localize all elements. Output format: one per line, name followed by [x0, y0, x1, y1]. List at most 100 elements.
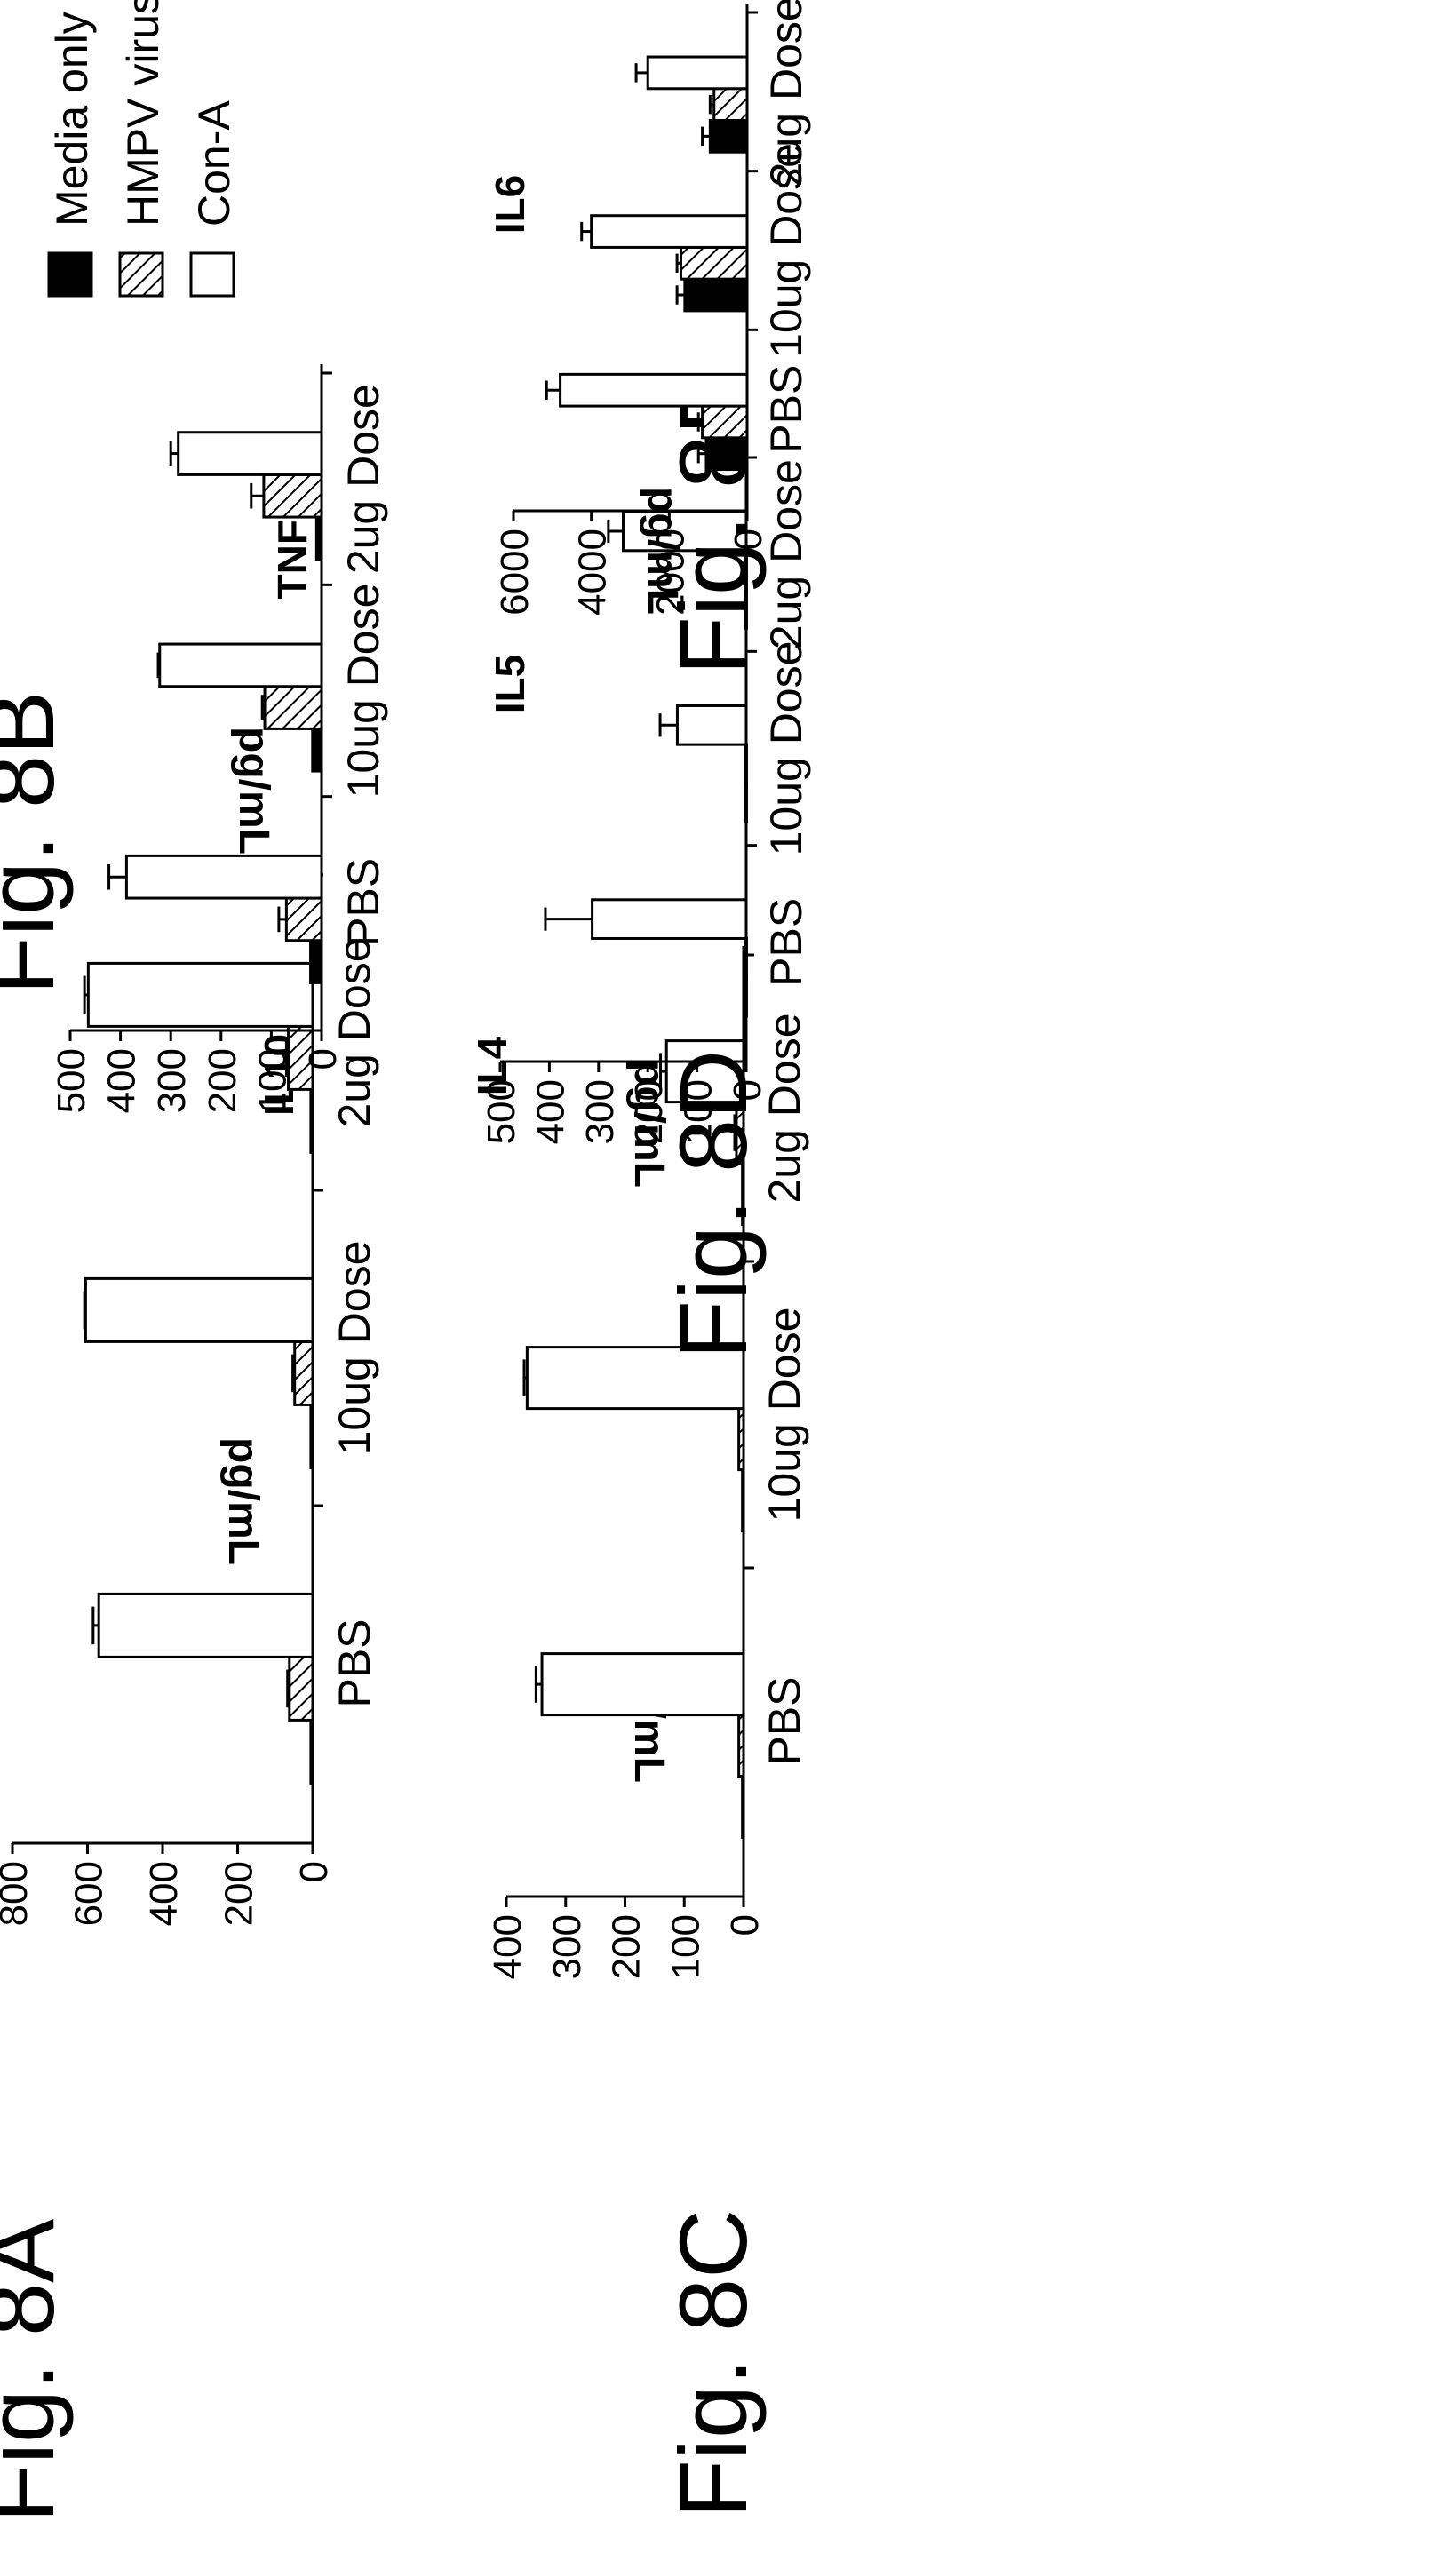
bar-media-only — [744, 782, 748, 823]
category-label: PBS — [761, 898, 811, 987]
legend-swatch — [118, 251, 164, 298]
bar-hmpv-virus — [284, 896, 323, 942]
chart-title: IL4 — [469, 1036, 515, 1095]
bar-media-only — [309, 1087, 314, 1154]
bar-media-only — [309, 939, 323, 984]
bar-media-only — [704, 436, 749, 472]
bar-con-a — [86, 961, 314, 1028]
bar-media-only — [741, 1775, 745, 1840]
category-label: PBS — [761, 365, 811, 454]
value-tick-label: 100 — [251, 1048, 294, 1113]
bar-con-a — [177, 431, 323, 476]
y-axis-label: pg/mL — [219, 1437, 267, 1565]
category-label: 10ug Dose — [761, 143, 811, 358]
bar-media-only — [744, 975, 748, 1018]
bar-hmpv-virus — [744, 743, 748, 785]
value-tick-label: 0 — [723, 1914, 767, 1936]
value-tick-label: 500 — [480, 1079, 523, 1144]
bar-con-a — [559, 372, 749, 408]
legend-swatch — [47, 251, 93, 298]
category-label: 2ug Dose — [761, 0, 811, 187]
category-label: 10ug Dose — [761, 641, 811, 856]
legend: Media only HMPV virus Con-A — [47, 0, 239, 298]
bar-con-a — [646, 55, 749, 91]
bar-hmpv-virus — [293, 1340, 314, 1406]
value-tick-label: 400 — [142, 1861, 186, 1926]
category-label: 10ug Dose — [338, 584, 388, 799]
value-tick-label: 2000 — [648, 529, 692, 616]
bar-media-only — [309, 1403, 314, 1469]
chart-panel-tnf-α: Fig. 8BTNF-αpg/mL0100200300400500PBS10ug… — [0, 364, 388, 1113]
value-tick-label: 200 — [627, 1079, 671, 1144]
value-tick-label: 300 — [578, 1079, 622, 1144]
bar-hmpv-virus — [744, 936, 748, 979]
bar-hmpv-virus — [737, 1714, 745, 1778]
value-tick-label: 800 — [0, 1861, 36, 1926]
value-tick-label: 0 — [292, 1861, 336, 1882]
y-axis-label: pg/mL — [639, 487, 686, 615]
value-tick-label: 200 — [605, 1914, 648, 1979]
bar-hmpv-virus — [737, 1407, 745, 1472]
value-tick-label: 0 — [727, 529, 770, 550]
bar-con-a — [622, 510, 748, 553]
bar-media-only — [683, 277, 749, 313]
bar-media-only — [741, 1468, 745, 1533]
category-label: PBS — [338, 858, 388, 947]
value-tick-label: 6000 — [493, 529, 537, 616]
bar-hmpv-virus — [679, 245, 749, 281]
value-tick-label: 500 — [50, 1048, 93, 1113]
value-tick-label: 4000 — [571, 529, 615, 616]
bar-con-a — [675, 704, 748, 746]
figure-label: Fig. 8C — [659, 2209, 767, 2518]
y-axis-label: pg/mL — [625, 1060, 672, 1188]
figure-label: Fig. 8D — [659, 1050, 767, 1359]
bar-hmpv-virus — [288, 1655, 314, 1722]
chart-title: IL5 — [487, 655, 533, 713]
bar-media-only — [314, 515, 323, 561]
bar-media-only — [309, 1718, 314, 1785]
legend-label: Con-A — [189, 100, 239, 227]
bar-con-a — [124, 854, 323, 900]
category-label: 2ug Dose — [338, 384, 388, 574]
value-tick-label: 200 — [218, 1861, 261, 1926]
category-label: PBS — [760, 1676, 809, 1765]
bar-hmpv-virus — [701, 404, 749, 440]
bar-con-a — [591, 898, 748, 940]
value-tick-label: 200 — [201, 1048, 244, 1113]
bar-hmpv-virus — [712, 87, 749, 122]
y-axis-label: pg/mL — [230, 727, 277, 855]
value-tick-label: 600 — [68, 1861, 111, 1926]
legend-swatch — [189, 251, 235, 298]
category-label: 2ug Dose — [761, 459, 811, 649]
value-tick-label: 400 — [529, 1079, 572, 1144]
category-label: 10ug Dose — [330, 1241, 379, 1456]
bar-media-only — [311, 727, 323, 773]
value-tick-label: 100 — [664, 1914, 707, 1979]
legend-label: Media only — [47, 12, 97, 227]
legend-label: HMPV virus — [118, 0, 168, 227]
value-tick-label: 0 — [726, 1079, 769, 1101]
value-tick-label: 400 — [486, 1914, 529, 1979]
figure-label: Fig. 8A — [0, 2219, 74, 2523]
category-label: 2ug Dose — [330, 937, 379, 1127]
bar-media-only — [708, 118, 749, 154]
bar-hmpv-virus — [263, 685, 323, 730]
figure-label: Fig. 8B — [0, 691, 74, 995]
value-tick-label: 300 — [150, 1048, 194, 1113]
bar-con-a — [525, 1346, 745, 1411]
bar-hmpv-virus — [262, 473, 323, 519]
category-label: PBS — [330, 1618, 379, 1707]
category-label: 10ug Dose — [760, 1308, 809, 1523]
bar-con-a — [97, 1592, 314, 1658]
value-tick-label: 0 — [301, 1048, 345, 1070]
category-label: 2ug Dose — [760, 1013, 809, 1203]
value-tick-label: 400 — [100, 1048, 144, 1113]
bar-con-a — [590, 214, 749, 249]
bar-con-a — [158, 642, 323, 688]
bar-con-a — [540, 1652, 745, 1717]
